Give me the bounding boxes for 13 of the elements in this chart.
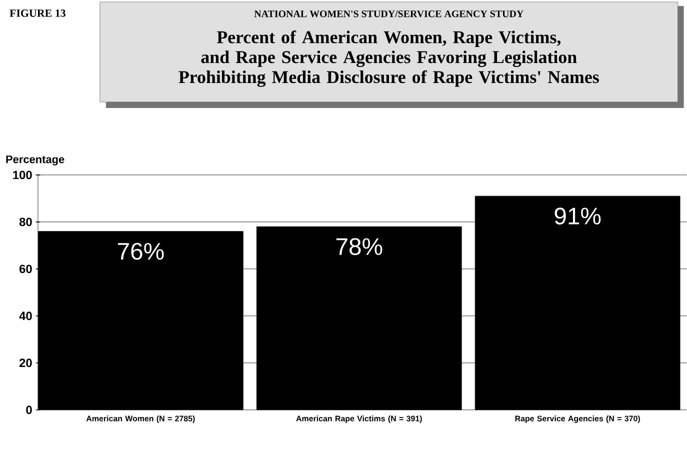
chart-subtitle: NATIONAL WOMEN'S STUDY/SERVICE AGENCY STUDY	[254, 10, 524, 18]
y-tick-label: 20	[19, 358, 32, 368]
y-tick-label: 100	[13, 170, 32, 180]
chart-title: Percent of American Women, Rape Victims, and Rape Service Agencies Favoring Legislation Prohibiting Media Disclosure of Rape Victims' Names	[178, 30, 599, 87]
caption: FIGURE 13	[10, 10, 66, 17]
y-tick-label: 80	[19, 218, 32, 226]
y-tick-label: 0	[26, 406, 32, 414]
y-axis-title: Percentage	[6, 156, 64, 166]
data-label: 91%	[554, 208, 601, 225]
y-tick-label: 60	[19, 264, 32, 274]
y-tick-label: 40	[19, 312, 32, 320]
data-label: 76%	[118, 242, 164, 260]
data-label: 78%	[336, 238, 382, 256]
